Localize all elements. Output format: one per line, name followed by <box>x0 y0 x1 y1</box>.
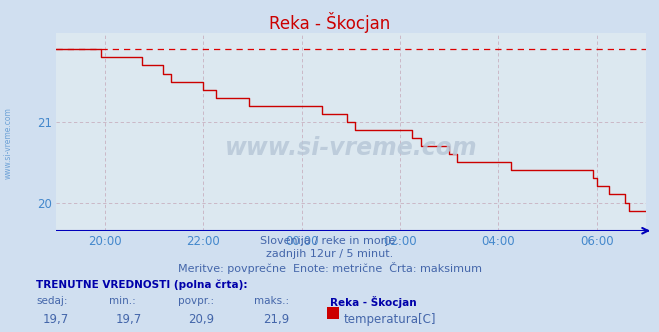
Text: 19,7: 19,7 <box>43 313 69 326</box>
Text: TRENUTNE VREDNOSTI (polna črta):: TRENUTNE VREDNOSTI (polna črta): <box>36 280 248 290</box>
Text: temperatura[C]: temperatura[C] <box>344 313 436 326</box>
Text: sedaj:: sedaj: <box>36 296 68 306</box>
Text: zadnjih 12ur / 5 minut.: zadnjih 12ur / 5 minut. <box>266 249 393 259</box>
Text: 19,7: 19,7 <box>115 313 142 326</box>
Text: 20,9: 20,9 <box>188 313 214 326</box>
Text: Reka - Škocjan: Reka - Škocjan <box>269 12 390 33</box>
Text: Meritve: povprečne  Enote: metrične  Črta: maksimum: Meritve: povprečne Enote: metrične Črta:… <box>177 262 482 274</box>
Text: maks.:: maks.: <box>254 296 289 306</box>
Text: min.:: min.: <box>109 296 136 306</box>
Text: 21,9: 21,9 <box>264 313 290 326</box>
Text: Slovenija / reke in morje.: Slovenija / reke in morje. <box>260 236 399 246</box>
Text: povpr.:: povpr.: <box>178 296 214 306</box>
Text: www.si-vreme.com: www.si-vreme.com <box>3 107 13 179</box>
Text: Reka - Škocjan: Reka - Škocjan <box>330 296 416 308</box>
Text: www.si-vreme.com: www.si-vreme.com <box>225 136 477 160</box>
